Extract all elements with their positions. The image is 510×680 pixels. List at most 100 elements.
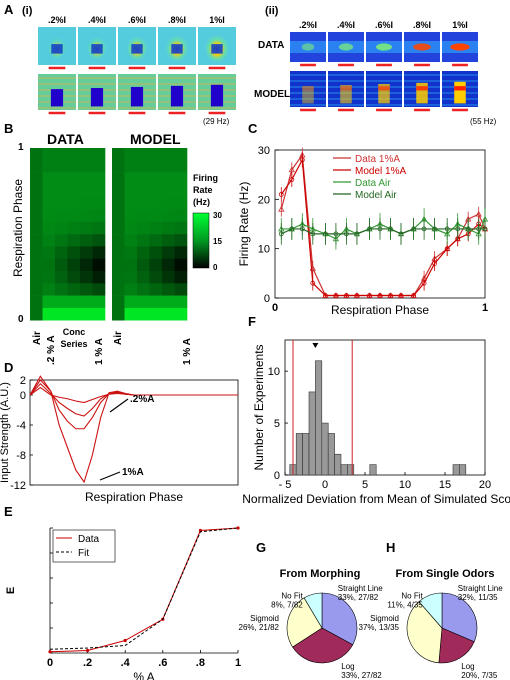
heat-cell-model-4-3 — [162, 184, 175, 198]
model-core-i-3 — [170, 85, 184, 107]
heat-cell-model-5-4 — [174, 197, 188, 210]
panel-a: (i) (ii) .2%I .4%I .6%I .8%I 1%I .2%I .4%I .6%… — [22, 5, 497, 126]
panel-e-xticklabel-0: 0 — [47, 657, 53, 669]
heat-cell-data-5-5 — [92, 209, 106, 223]
heat-cell-data-2-4 — [55, 197, 68, 210]
heat-cell-data-1-5 — [42, 209, 56, 223]
data-spot-ii-2 — [376, 43, 392, 51]
heat-cell-data-3-5 — [67, 209, 81, 223]
heat-cell-data-5-9 — [92, 258, 106, 272]
heat-cell-data-2-12 — [55, 295, 68, 309]
panel-d-yticklabel-0: 2 — [20, 375, 26, 387]
heat-cell-data-4-7 — [80, 234, 93, 247]
panel-c-point-1-8 — [367, 293, 372, 298]
panel-b-cb-tick-15: 15 — [213, 237, 222, 246]
heat-cell-model-3-4 — [149, 197, 163, 210]
panel-d-chart: 2 0 -4 -8 -12 Respiration Phase Input Strength… — [0, 375, 239, 504]
panel-c-point-3-13 — [421, 226, 427, 232]
heat-cell-data-1-10 — [42, 271, 56, 284]
heat-cell-model-4-10 — [162, 271, 175, 284]
heat-cell-model-3-11 — [149, 283, 163, 296]
conc-label-i-0: .2%I — [48, 15, 66, 25]
data-core-i-2 — [131, 44, 143, 54]
pie-label-4-2: Sigmoid — [250, 614, 279, 623]
panel-d-xlabel: Respiration Phase — [85, 490, 183, 504]
heat-cell-model-5-13 — [174, 307, 188, 321]
heat-cell-data-5-7 — [92, 234, 106, 247]
panel-c-point-3-1 — [289, 226, 295, 232]
panel-b-data-title: DATA — [47, 131, 84, 147]
heat-cell-model-5-5 — [174, 209, 188, 223]
heat-cell-data-3-2 — [67, 172, 81, 186]
model-core-i-2 — [130, 86, 144, 107]
panel-b-cb-tick-30: 30 — [213, 211, 222, 220]
panel-b-x-1-model: 1 % A — [182, 338, 193, 365]
panel-c-point-3-0 — [278, 231, 284, 237]
panel-c-series-line-1 — [280, 157, 486, 297]
heat-cell-data-0-1 — [30, 160, 43, 173]
panel-c-point-0-18 — [475, 210, 482, 217]
heat-cell-data-4-11 — [80, 283, 93, 296]
heat-cell-model-5-7 — [174, 234, 188, 247]
panel-c-point-3-5 — [333, 231, 339, 237]
heat-cell-data-4-12 — [80, 295, 93, 309]
panel-c-point-3-18 — [476, 226, 482, 232]
heat-cell-data-0-6 — [30, 221, 43, 235]
heat-cell-model-3-7 — [149, 234, 163, 247]
heat-cell-data-4-6 — [80, 221, 93, 235]
heat-cell-data-0-8 — [30, 246, 43, 259]
heat-cell-model-1-9 — [124, 258, 138, 272]
heat-cell-data-1-1 — [42, 160, 56, 173]
heat-cell-data-2-8 — [55, 246, 68, 259]
panel-d-series-line-3 — [29, 375, 238, 484]
panel-c-point-3-3 — [310, 231, 316, 237]
panel-c-point-3-19 — [482, 226, 488, 232]
panel-c-point-1-7 — [354, 293, 360, 298]
heat-cell-model-0-9 — [112, 258, 125, 272]
heat-cell-model-1-12 — [124, 295, 138, 309]
panel-f-bar-1 — [295, 433, 303, 476]
heat-cell-data-0-10 — [30, 271, 43, 284]
panel-f-bar-11 — [452, 464, 460, 476]
heat-cell-model-5-12 — [174, 295, 188, 309]
panel-e-legend-label-1: Fit — [78, 548, 89, 559]
conc-label-i-3: .8%I — [168, 15, 186, 25]
heat-cell-model-1-8 — [124, 246, 138, 259]
model-hot-ii-4 — [454, 86, 466, 91]
heat-cell-model-1-10 — [124, 271, 138, 284]
pie-detail-5-2: 37%, 13/35 — [359, 623, 400, 632]
panel-e-xticklabel-5: 1 — [235, 657, 241, 669]
heat-cell-data-4-0 — [80, 148, 93, 161]
conc-label-ii-1: .4%I — [337, 20, 355, 30]
model-core-i-0 — [50, 89, 64, 107]
model-hot-ii-3 — [416, 86, 428, 91]
panel-a-i-heatmaps: .2%I .4%I .6%I .8%I 1%I — [38, 15, 236, 115]
panel-letter-e: E — [4, 504, 13, 519]
panel-letter-a: A — [4, 2, 14, 17]
panel-f-xticklabel-0: - 5 — [279, 479, 292, 491]
panel-c-point-1-15 — [444, 246, 450, 252]
heat-cell-data-4-3 — [80, 184, 93, 198]
heat-cell-model-1-5 — [124, 209, 138, 223]
panel-e-series-line-0 — [49, 527, 239, 653]
conc-label-i-4: 1%I — [209, 15, 225, 25]
pie-slice-4-2 — [286, 597, 323, 648]
heat-cell-data-1-7 — [42, 234, 56, 247]
heat-cell-data-5-3 — [92, 184, 106, 198]
heat-cell-model-2-13 — [137, 307, 150, 321]
pie-slice-5-1 — [438, 627, 475, 664]
panel-a-sub-i: (i) — [22, 5, 33, 17]
heat-cell-model-3-10 — [149, 271, 163, 284]
heat-cell-data-3-13 — [67, 307, 81, 321]
heat-cell-data-4-1 — [80, 160, 93, 173]
data-core-i-1 — [91, 44, 103, 54]
panel-f-xticklabel-4: 15 — [439, 479, 451, 491]
panel-b-y-bottom: 0 — [18, 314, 24, 325]
data-core-i-0 — [51, 44, 63, 54]
heat-cell-data-1-6 — [42, 221, 56, 235]
panel-a-model-label: MODEL — [254, 89, 290, 100]
heat-cell-data-1-2 — [42, 172, 56, 186]
panel-c-point-1-1 — [289, 177, 295, 183]
heat-cell-data-5-13 — [92, 307, 106, 321]
